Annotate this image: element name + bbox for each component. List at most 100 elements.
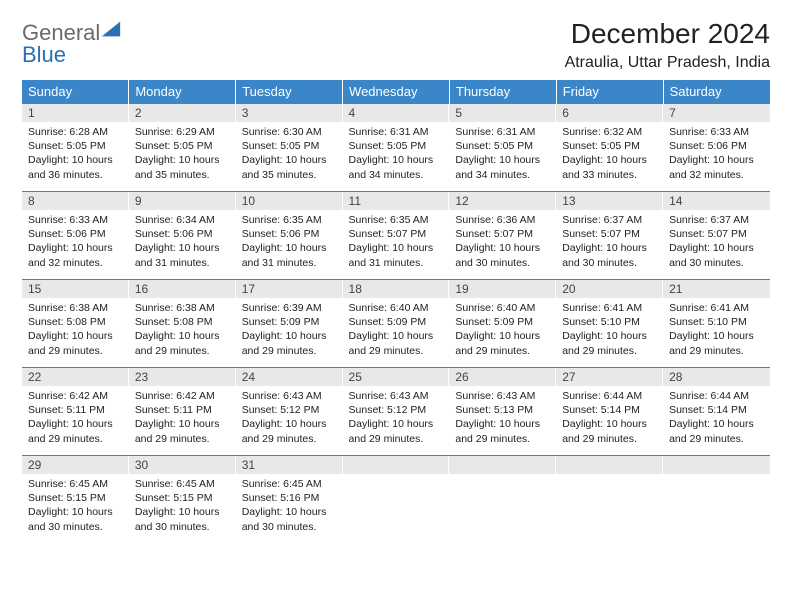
day-number: 24 xyxy=(236,368,343,386)
day-number: 23 xyxy=(129,368,236,386)
day-cell: 31Sunrise: 6:45 AMSunset: 5:16 PMDayligh… xyxy=(236,456,343,544)
day-number-empty xyxy=(449,456,556,474)
day-details: Sunrise: 6:33 AMSunset: 5:06 PMDaylight:… xyxy=(22,210,129,274)
day-number: 4 xyxy=(343,104,450,122)
day-header: Thursday xyxy=(449,80,556,104)
day-details: Sunrise: 6:38 AMSunset: 5:08 PMDaylight:… xyxy=(22,298,129,362)
logo-text: General Blue xyxy=(22,18,122,66)
day-number: 31 xyxy=(236,456,343,474)
day-number: 27 xyxy=(556,368,663,386)
day-cell: 10Sunrise: 6:35 AMSunset: 5:06 PMDayligh… xyxy=(236,192,343,280)
day-details: Sunrise: 6:43 AMSunset: 5:12 PMDaylight:… xyxy=(236,386,343,450)
day-number: 12 xyxy=(449,192,556,210)
day-number: 3 xyxy=(236,104,343,122)
day-cell: 18Sunrise: 6:40 AMSunset: 5:09 PMDayligh… xyxy=(343,280,450,368)
day-details: Sunrise: 6:31 AMSunset: 5:05 PMDaylight:… xyxy=(449,122,556,186)
logo-triangle-icon xyxy=(100,18,122,40)
day-cell: 16Sunrise: 6:38 AMSunset: 5:08 PMDayligh… xyxy=(129,280,236,368)
day-number-empty xyxy=(343,456,450,474)
day-number: 8 xyxy=(22,192,129,210)
day-details: Sunrise: 6:33 AMSunset: 5:06 PMDaylight:… xyxy=(663,122,770,186)
week-row: 15Sunrise: 6:38 AMSunset: 5:08 PMDayligh… xyxy=(22,280,770,368)
day-details: Sunrise: 6:41 AMSunset: 5:10 PMDaylight:… xyxy=(556,298,663,362)
day-details: Sunrise: 6:29 AMSunset: 5:05 PMDaylight:… xyxy=(129,122,236,186)
day-number: 2 xyxy=(129,104,236,122)
day-header-row: Sunday Monday Tuesday Wednesday Thursday… xyxy=(22,80,770,104)
day-cell: 15Sunrise: 6:38 AMSunset: 5:08 PMDayligh… xyxy=(22,280,129,368)
day-details: Sunrise: 6:45 AMSunset: 5:15 PMDaylight:… xyxy=(22,474,129,538)
day-cell xyxy=(663,456,770,544)
calendar-table: Sunday Monday Tuesday Wednesday Thursday… xyxy=(22,80,770,544)
day-cell: 12Sunrise: 6:36 AMSunset: 5:07 PMDayligh… xyxy=(449,192,556,280)
day-number: 10 xyxy=(236,192,343,210)
day-header: Tuesday xyxy=(236,80,343,104)
day-number: 19 xyxy=(449,280,556,298)
day-cell xyxy=(449,456,556,544)
day-cell: 19Sunrise: 6:40 AMSunset: 5:09 PMDayligh… xyxy=(449,280,556,368)
day-cell: 30Sunrise: 6:45 AMSunset: 5:15 PMDayligh… xyxy=(129,456,236,544)
day-cell: 8Sunrise: 6:33 AMSunset: 5:06 PMDaylight… xyxy=(22,192,129,280)
day-details: Sunrise: 6:36 AMSunset: 5:07 PMDaylight:… xyxy=(449,210,556,274)
week-row: 1Sunrise: 6:28 AMSunset: 5:05 PMDaylight… xyxy=(22,104,770,192)
day-details: Sunrise: 6:43 AMSunset: 5:12 PMDaylight:… xyxy=(343,386,450,450)
day-cell: 24Sunrise: 6:43 AMSunset: 5:12 PMDayligh… xyxy=(236,368,343,456)
day-cell: 23Sunrise: 6:42 AMSunset: 5:11 PMDayligh… xyxy=(129,368,236,456)
day-header: Monday xyxy=(129,80,236,104)
day-number: 1 xyxy=(22,104,129,122)
day-number: 7 xyxy=(663,104,770,122)
day-details: Sunrise: 6:40 AMSunset: 5:09 PMDaylight:… xyxy=(449,298,556,362)
day-cell: 28Sunrise: 6:44 AMSunset: 5:14 PMDayligh… xyxy=(663,368,770,456)
day-number: 18 xyxy=(343,280,450,298)
day-details: Sunrise: 6:45 AMSunset: 5:16 PMDaylight:… xyxy=(236,474,343,538)
day-cell: 22Sunrise: 6:42 AMSunset: 5:11 PMDayligh… xyxy=(22,368,129,456)
day-cell: 17Sunrise: 6:39 AMSunset: 5:09 PMDayligh… xyxy=(236,280,343,368)
day-number: 30 xyxy=(129,456,236,474)
day-details: Sunrise: 6:37 AMSunset: 5:07 PMDaylight:… xyxy=(663,210,770,274)
day-cell: 4Sunrise: 6:31 AMSunset: 5:05 PMDaylight… xyxy=(343,104,450,192)
day-number: 29 xyxy=(22,456,129,474)
day-number: 22 xyxy=(22,368,129,386)
day-header: Friday xyxy=(556,80,663,104)
day-details: Sunrise: 6:31 AMSunset: 5:05 PMDaylight:… xyxy=(343,122,450,186)
day-details: Sunrise: 6:43 AMSunset: 5:13 PMDaylight:… xyxy=(449,386,556,450)
day-details: Sunrise: 6:42 AMSunset: 5:11 PMDaylight:… xyxy=(22,386,129,450)
day-details: Sunrise: 6:30 AMSunset: 5:05 PMDaylight:… xyxy=(236,122,343,186)
day-number: 25 xyxy=(343,368,450,386)
day-cell: 2Sunrise: 6:29 AMSunset: 5:05 PMDaylight… xyxy=(129,104,236,192)
day-cell: 3Sunrise: 6:30 AMSunset: 5:05 PMDaylight… xyxy=(236,104,343,192)
logo-word-blue: Blue xyxy=(22,42,66,67)
day-number: 17 xyxy=(236,280,343,298)
day-number-empty xyxy=(663,456,770,474)
day-number-empty xyxy=(556,456,663,474)
day-details: Sunrise: 6:32 AMSunset: 5:05 PMDaylight:… xyxy=(556,122,663,186)
day-details: Sunrise: 6:35 AMSunset: 5:07 PMDaylight:… xyxy=(343,210,450,274)
logo: General Blue xyxy=(22,18,122,66)
day-details: Sunrise: 6:40 AMSunset: 5:09 PMDaylight:… xyxy=(343,298,450,362)
day-number: 13 xyxy=(556,192,663,210)
day-cell: 20Sunrise: 6:41 AMSunset: 5:10 PMDayligh… xyxy=(556,280,663,368)
day-details: Sunrise: 6:44 AMSunset: 5:14 PMDaylight:… xyxy=(663,386,770,450)
day-number: 15 xyxy=(22,280,129,298)
day-number: 6 xyxy=(556,104,663,122)
day-cell xyxy=(556,456,663,544)
day-cell: 11Sunrise: 6:35 AMSunset: 5:07 PMDayligh… xyxy=(343,192,450,280)
day-header: Sunday xyxy=(22,80,129,104)
day-details: Sunrise: 6:44 AMSunset: 5:14 PMDaylight:… xyxy=(556,386,663,450)
day-number: 26 xyxy=(449,368,556,386)
day-header: Wednesday xyxy=(343,80,450,104)
location-label: Atraulia, Uttar Pradesh, India xyxy=(565,54,770,72)
day-cell: 7Sunrise: 6:33 AMSunset: 5:06 PMDaylight… xyxy=(663,104,770,192)
day-cell: 29Sunrise: 6:45 AMSunset: 5:15 PMDayligh… xyxy=(22,456,129,544)
day-number: 28 xyxy=(663,368,770,386)
week-row: 22Sunrise: 6:42 AMSunset: 5:11 PMDayligh… xyxy=(22,368,770,456)
day-cell: 26Sunrise: 6:43 AMSunset: 5:13 PMDayligh… xyxy=(449,368,556,456)
day-header: Saturday xyxy=(663,80,770,104)
day-details: Sunrise: 6:41 AMSunset: 5:10 PMDaylight:… xyxy=(663,298,770,362)
day-cell: 1Sunrise: 6:28 AMSunset: 5:05 PMDaylight… xyxy=(22,104,129,192)
day-cell: 13Sunrise: 6:37 AMSunset: 5:07 PMDayligh… xyxy=(556,192,663,280)
day-cell: 25Sunrise: 6:43 AMSunset: 5:12 PMDayligh… xyxy=(343,368,450,456)
week-row: 29Sunrise: 6:45 AMSunset: 5:15 PMDayligh… xyxy=(22,456,770,544)
week-row: 8Sunrise: 6:33 AMSunset: 5:06 PMDaylight… xyxy=(22,192,770,280)
day-details: Sunrise: 6:28 AMSunset: 5:05 PMDaylight:… xyxy=(22,122,129,186)
day-cell: 9Sunrise: 6:34 AMSunset: 5:06 PMDaylight… xyxy=(129,192,236,280)
